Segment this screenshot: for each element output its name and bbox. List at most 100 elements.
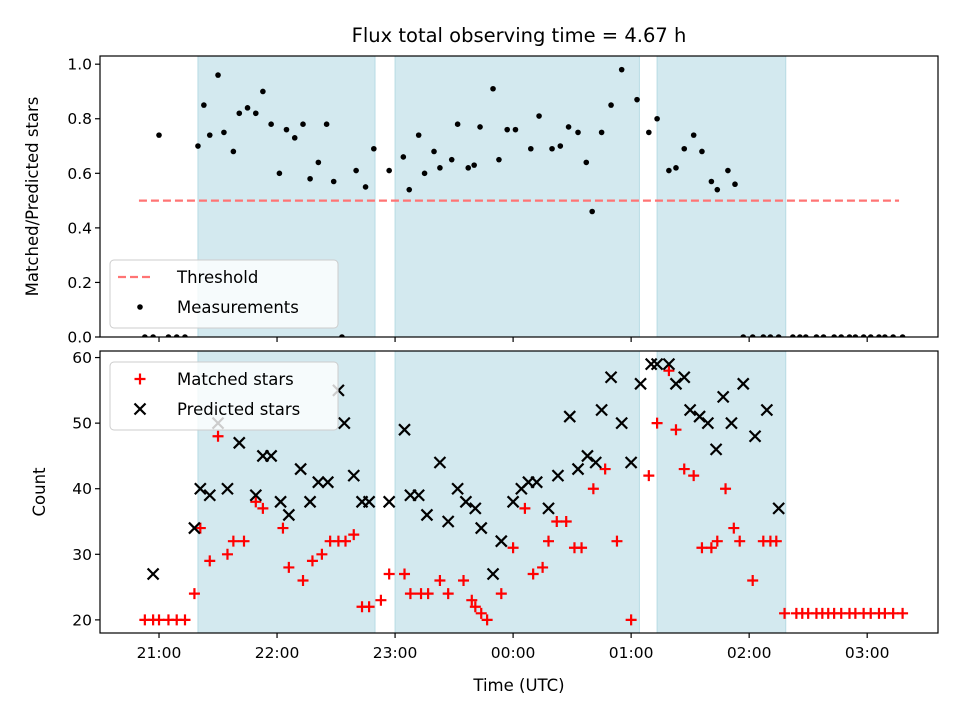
data-point xyxy=(421,170,428,177)
data-point xyxy=(860,334,867,337)
data-point xyxy=(399,568,411,580)
data-point xyxy=(433,456,447,469)
data-point xyxy=(249,489,263,502)
data-point xyxy=(589,456,602,469)
data-point xyxy=(790,334,796,337)
data-point xyxy=(775,334,782,337)
data-point xyxy=(615,416,628,430)
data-point xyxy=(560,516,572,528)
data-point xyxy=(530,475,543,489)
data-point xyxy=(820,334,827,337)
y-tick-label: 0.4 xyxy=(67,219,92,237)
data-point xyxy=(212,430,224,442)
data-point xyxy=(683,403,697,417)
data-point xyxy=(748,429,762,443)
plot-area xyxy=(138,56,906,337)
data-point xyxy=(362,495,376,509)
data-point xyxy=(797,334,803,337)
y-tick-label: 0.2 xyxy=(67,274,92,292)
data-point xyxy=(323,121,330,128)
data-point xyxy=(736,377,750,391)
data-point xyxy=(595,403,608,417)
data-point xyxy=(306,555,318,567)
data-point xyxy=(230,148,237,155)
y-tick-label: 0.6 xyxy=(67,165,92,183)
data-point xyxy=(434,575,446,587)
x-tick-label: 22:00 xyxy=(255,644,300,662)
data-point xyxy=(571,462,585,476)
data-point xyxy=(634,96,640,103)
data-point xyxy=(760,403,774,417)
data-point xyxy=(527,568,539,580)
y-tick-label: 0.0 xyxy=(67,329,92,347)
data-point xyxy=(670,424,682,436)
data-point xyxy=(604,370,618,384)
data-point xyxy=(146,567,160,581)
data-point xyxy=(507,542,519,554)
data-point xyxy=(375,594,387,606)
data-point xyxy=(551,469,565,482)
data-point xyxy=(477,124,483,130)
data-point xyxy=(589,208,595,215)
data-point xyxy=(398,423,411,436)
data-point xyxy=(495,588,507,600)
data-point xyxy=(897,607,909,619)
data-point xyxy=(371,145,377,152)
data-point xyxy=(838,334,845,337)
data-point xyxy=(294,462,307,476)
data-point xyxy=(599,463,611,475)
data-point xyxy=(678,463,690,475)
data-point xyxy=(634,377,647,391)
data-point xyxy=(221,482,234,495)
data-point xyxy=(831,334,837,337)
data-point xyxy=(716,390,730,404)
data-point xyxy=(528,145,534,152)
data-point xyxy=(867,334,874,337)
data-point xyxy=(312,475,325,489)
observing-window xyxy=(394,56,640,337)
data-point xyxy=(276,170,283,177)
data-point xyxy=(451,482,464,495)
legend: Threshold Measurements xyxy=(109,259,339,329)
data-point xyxy=(650,357,664,371)
data-point xyxy=(250,496,262,508)
data-point xyxy=(747,575,759,587)
y-tick-label: 50 xyxy=(72,415,92,433)
data-point xyxy=(194,482,207,495)
data-point xyxy=(441,515,455,528)
data-point xyxy=(442,588,454,600)
data-point xyxy=(203,489,217,502)
data-point xyxy=(624,456,638,469)
data-point xyxy=(643,470,655,482)
data-point xyxy=(201,102,207,108)
data-point xyxy=(673,165,679,171)
data-point xyxy=(330,178,337,185)
data-point xyxy=(244,105,251,111)
data-point xyxy=(316,548,328,560)
data-point xyxy=(728,522,740,534)
data-point xyxy=(581,449,594,463)
data-point xyxy=(705,542,717,554)
data-point xyxy=(465,165,472,171)
data-point xyxy=(654,115,660,122)
legend-box xyxy=(109,361,339,431)
data-point xyxy=(876,334,882,337)
data-point xyxy=(474,521,488,535)
data-point xyxy=(188,588,200,600)
legend-swatch xyxy=(133,402,147,416)
data-point xyxy=(890,334,896,337)
series-measurements xyxy=(142,66,906,337)
data-point xyxy=(283,126,290,133)
data-point xyxy=(709,443,723,456)
data-point xyxy=(740,334,747,337)
data-point xyxy=(549,145,555,152)
data-point xyxy=(495,534,508,548)
data-point xyxy=(587,483,599,495)
data-point xyxy=(813,334,820,337)
data-point xyxy=(422,588,434,600)
y-tick-label: 0.8 xyxy=(67,110,92,128)
data-point xyxy=(506,495,520,509)
data-point xyxy=(431,148,437,155)
data-point xyxy=(543,535,555,547)
